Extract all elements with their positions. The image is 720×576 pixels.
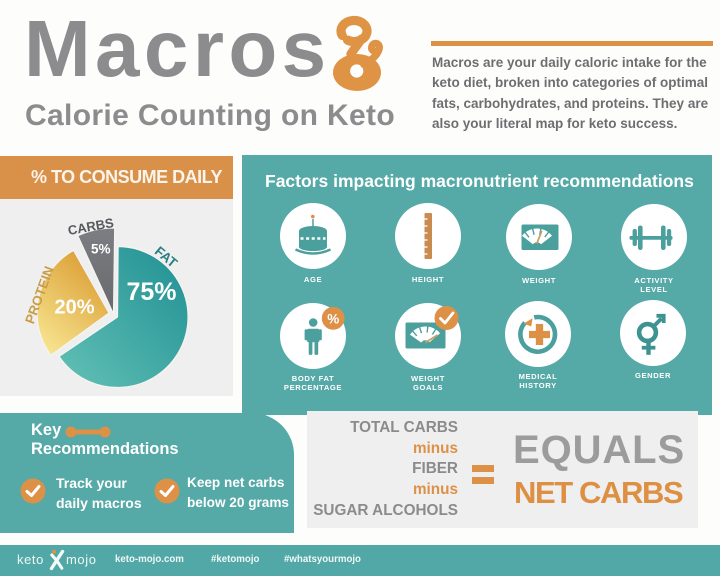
svg-text:PERCENTAGE: PERCENTAGE [284,383,342,392]
svg-text:WEIGHT: WEIGHT [522,276,556,285]
svg-text:GOALS: GOALS [413,383,443,392]
svg-text:AGE: AGE [304,275,322,284]
svg-text:ACTIVITY: ACTIVITY [634,276,673,285]
svg-text:LEVEL: LEVEL [640,285,667,294]
svg-text:5%: 5% [91,242,111,257]
svg-text:%: % [327,311,339,326]
svg-text:HEIGHT: HEIGHT [412,275,444,284]
svg-text:HISTORY: HISTORY [519,381,557,390]
svg-text:75%: 75% [127,278,177,306]
svg-text:MEDICAL: MEDICAL [519,372,558,381]
svg-text:BODY FAT: BODY FAT [292,374,335,383]
svg-text:GENDER: GENDER [635,371,671,380]
svg-text:20%: 20% [55,297,95,319]
svg-text:WEIGHT: WEIGHT [411,374,445,383]
